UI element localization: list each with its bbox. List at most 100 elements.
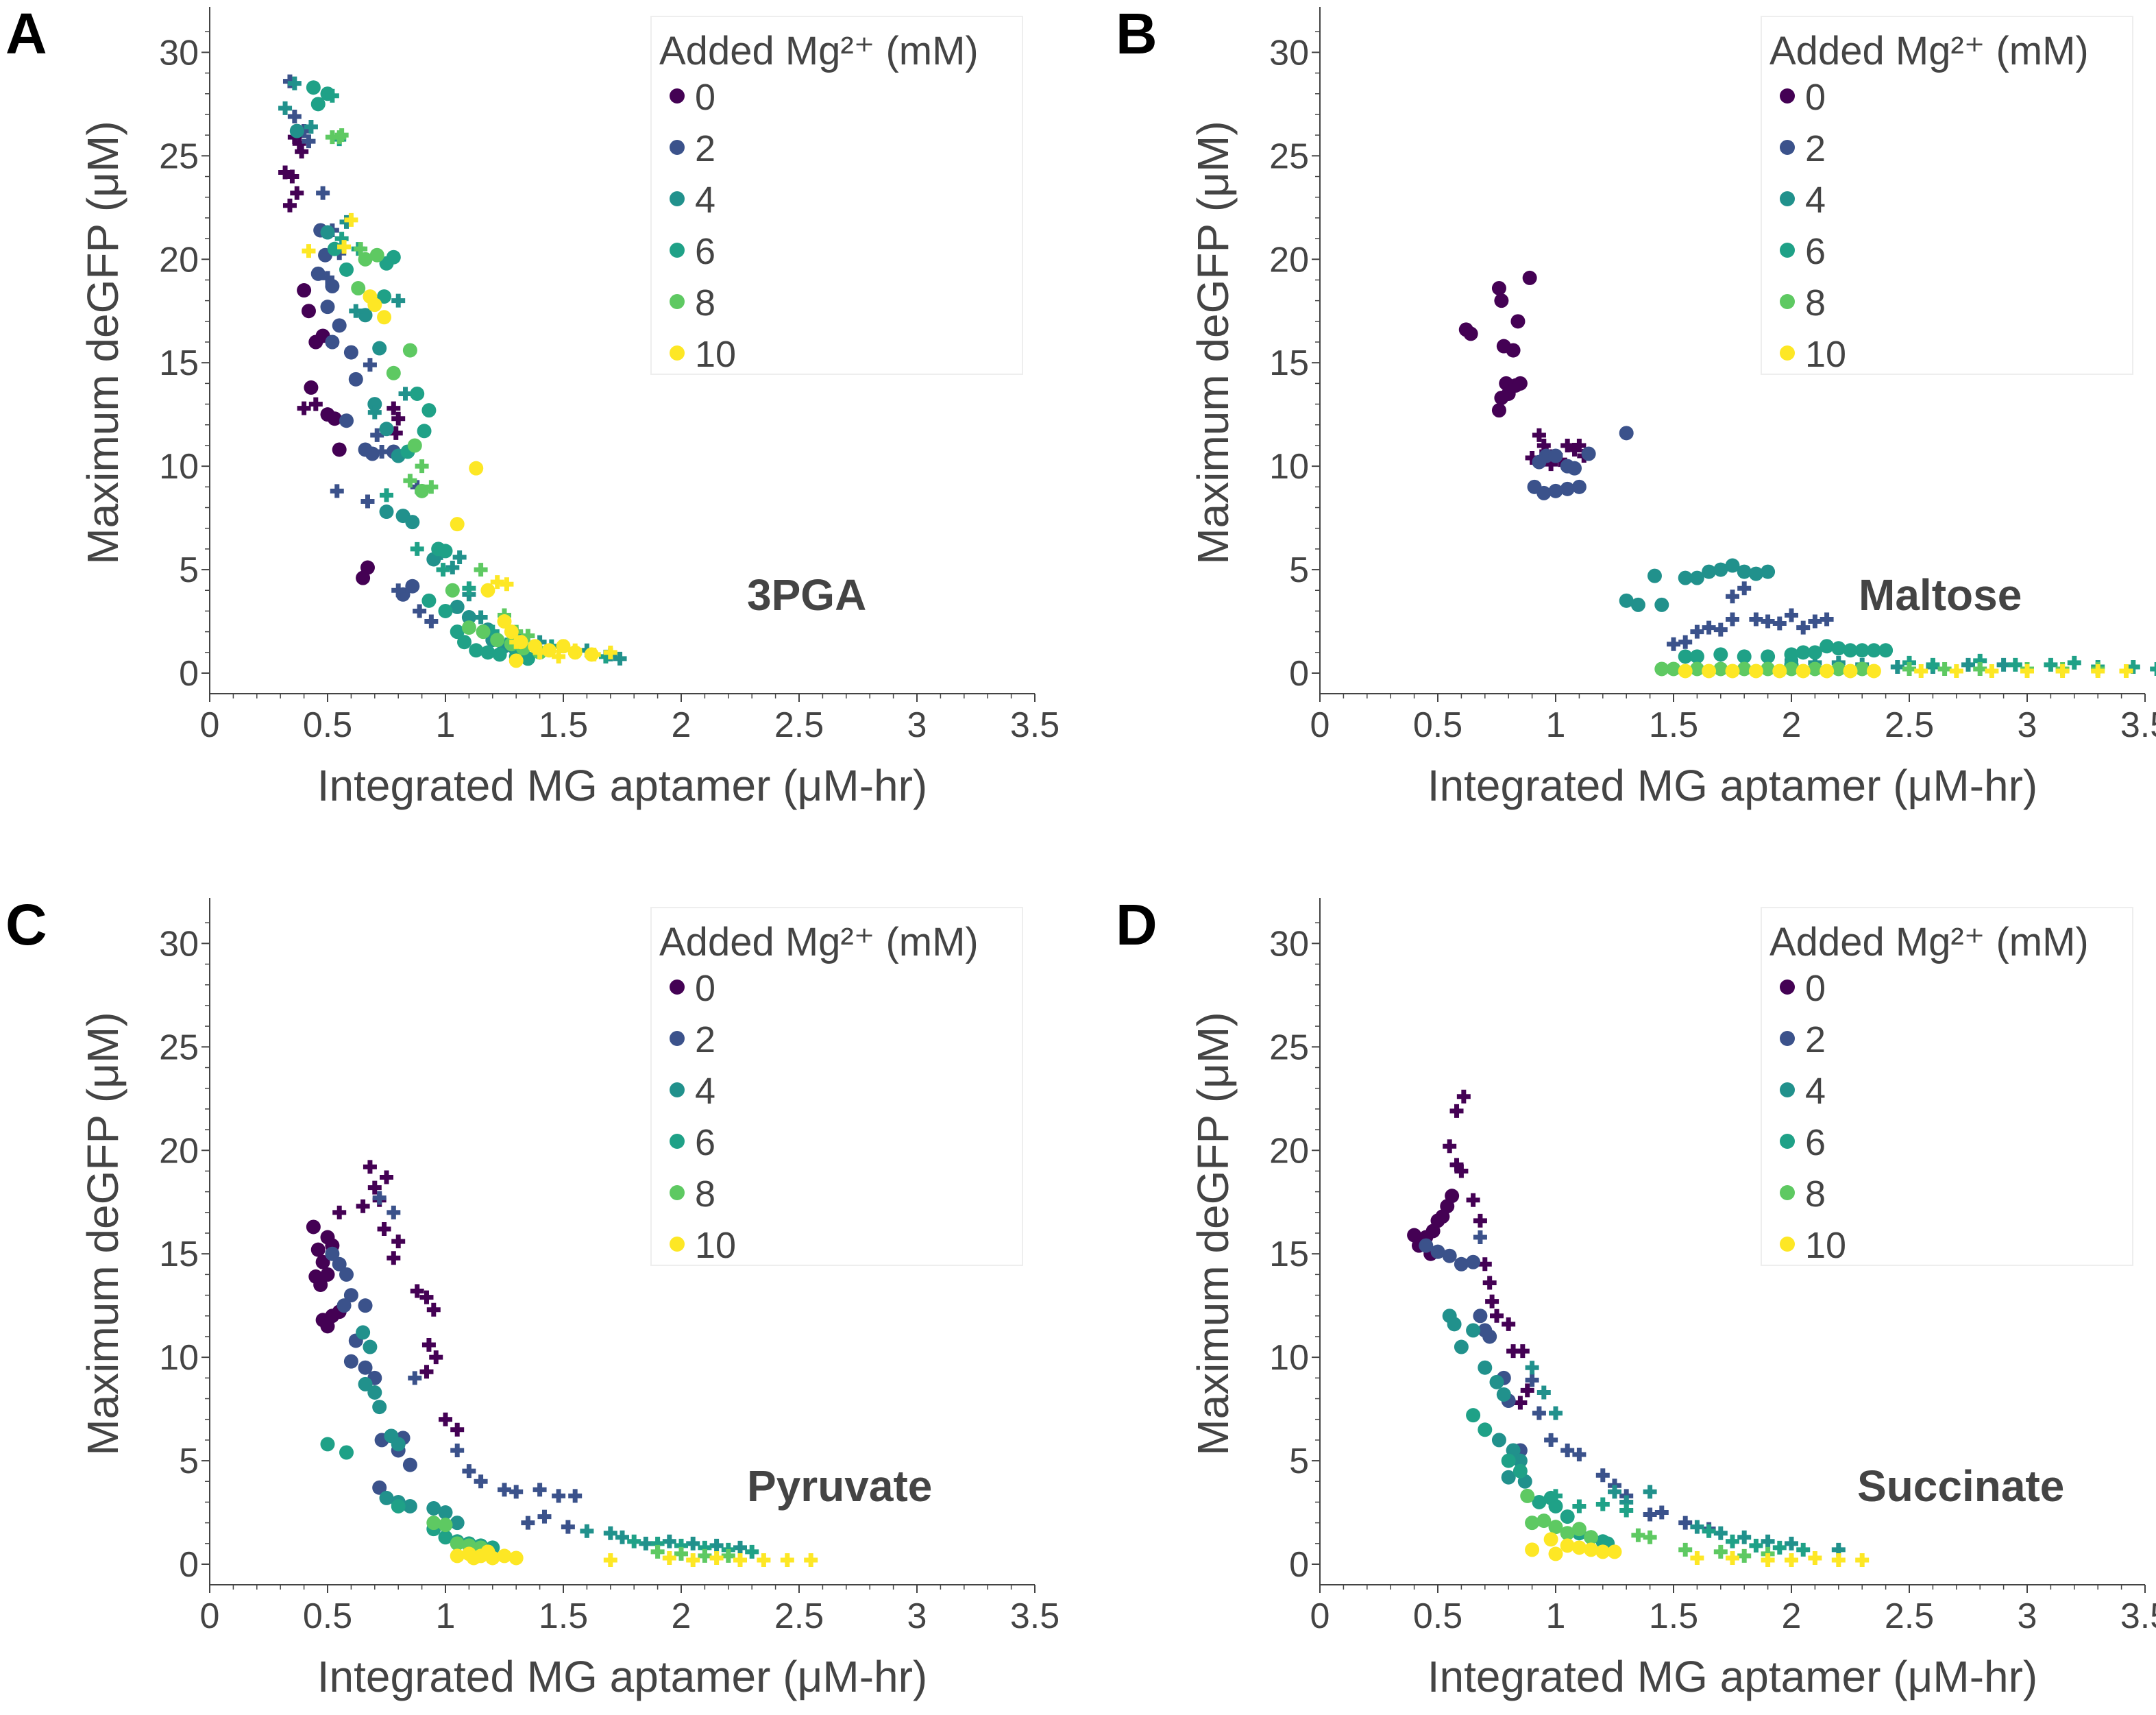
data-point-plus: [1726, 1550, 1739, 1565]
y-tick-label: 15: [159, 343, 199, 383]
data-point-dot: [1678, 664, 1693, 679]
data-point-plus: [292, 136, 306, 151]
data-point-plus: [424, 614, 439, 629]
data-point-dot: [386, 250, 401, 265]
data-point-dot: [1430, 1244, 1445, 1259]
data-point-plus: [537, 1509, 552, 1524]
data-point-plus: [377, 1221, 391, 1236]
legend-marker: [670, 1134, 685, 1149]
data-point-dot: [372, 1480, 387, 1495]
data-point-plus: [363, 358, 377, 372]
legend-title: Added Mg²⁺ (mM): [1769, 29, 2089, 73]
data-point-dot: [1713, 647, 1728, 662]
data-point-plus: [568, 643, 583, 657]
legend-title: Added Mg²⁺ (mM): [659, 920, 979, 964]
data-point-plus: [1544, 1433, 1558, 1447]
data-point-dot: [1525, 1516, 1540, 1531]
data-point-dot: [1702, 564, 1717, 579]
data-point-plus: [1772, 616, 1787, 631]
data-point-dot: [339, 1267, 354, 1282]
y-tick-label: 20: [1269, 1131, 1309, 1171]
data-point-dot: [1482, 1329, 1497, 1344]
legend-marker: [1780, 1237, 1795, 1252]
carbon-source-label: Pyruvate: [747, 1461, 932, 1511]
data-point-plus: [1572, 1448, 1587, 1462]
data-point-dot: [450, 624, 465, 640]
y-tick-label: 5: [179, 550, 199, 590]
data-point-dot: [1737, 661, 1752, 677]
legend-label: 4: [1805, 1071, 1826, 1112]
data-point-dot: [450, 517, 465, 532]
legend-marker: [1780, 345, 1795, 361]
data-point-plus: [297, 401, 311, 415]
data-point-dot: [1478, 1422, 1493, 1437]
x-tick-label: 3: [2018, 1596, 2037, 1636]
legend-label: 10: [1805, 1225, 1846, 1266]
legend-label: 0: [1805, 77, 1826, 118]
x-tick-label: 1.5: [539, 705, 588, 745]
data-point-dot: [1713, 562, 1728, 577]
legend-marker: [670, 1185, 685, 1200]
data-point-plus: [2091, 664, 2105, 678]
y-axis-title: Maximum deGFP (μM): [78, 121, 127, 564]
data-point-plus: [1678, 635, 1693, 649]
data-point-dot: [405, 515, 420, 530]
x-tick-label: 2: [1782, 705, 1802, 745]
data-point-dot: [1702, 664, 1717, 679]
data-point-dot: [480, 583, 495, 598]
x-tick-label: 3.5: [2120, 705, 2156, 745]
data-point-plus: [285, 169, 299, 184]
y-tick-label: 25: [1269, 1027, 1309, 1067]
data-point-plus: [334, 232, 349, 246]
data-point-dot: [1419, 1238, 1434, 1253]
data-point-dot: [450, 1516, 465, 1531]
data-point-plus: [1572, 1499, 1587, 1513]
y-tick-label: 15: [159, 1234, 199, 1274]
data-point-plus: [287, 109, 302, 123]
data-point-plus: [1713, 622, 1728, 637]
data-point-plus: [1713, 1526, 1728, 1540]
data-point-dot: [358, 1298, 373, 1313]
data-point-dot: [332, 1256, 347, 1272]
data-point-plus: [1726, 589, 1739, 604]
legend-marker: [1780, 294, 1795, 309]
legend-label: 8: [695, 282, 715, 324]
legend-label: 0: [695, 968, 715, 1009]
x-tick-label: 0: [200, 1596, 220, 1636]
data-point-plus: [1996, 657, 2011, 672]
data-point-dot: [1831, 641, 1846, 656]
data-point-dot: [1619, 426, 1634, 441]
x-tick-label: 2.5: [1885, 1596, 1934, 1636]
data-point-dot: [1689, 570, 1704, 585]
data-point-plus: [650, 1536, 665, 1550]
data-point-dot: [497, 614, 512, 629]
data-point-dot: [386, 365, 401, 380]
data-point-dot: [1725, 664, 1740, 679]
data-point-plus: [403, 474, 417, 488]
data-point-plus: [1772, 1540, 1787, 1555]
x-tick-label: 3: [907, 1596, 927, 1636]
data-point-dot: [426, 1500, 441, 1516]
data-point-plus: [334, 128, 349, 143]
data-point-plus: [2055, 664, 2070, 678]
carbon-source-label: 3PGA: [747, 570, 866, 620]
data-point-plus: [1678, 1516, 1693, 1530]
data-point-dot: [1466, 1408, 1481, 1423]
data-point-plus: [1831, 1542, 1846, 1557]
x-tick-label: 2.5: [774, 1596, 824, 1636]
data-point-plus: [1532, 428, 1546, 442]
data-point-plus: [1536, 1385, 1551, 1400]
data-point-plus: [380, 1170, 393, 1184]
data-point-dot: [1866, 643, 1881, 658]
legend-label: 6: [695, 231, 715, 272]
data-point-dot: [343, 345, 358, 360]
legend-marker: [670, 1082, 685, 1097]
data-point-plus: [2008, 657, 2022, 672]
legend-marker: [670, 140, 685, 155]
panel-d: D00.511.522.533.5051015202530Integrated …: [1116, 892, 2156, 1701]
y-axis-title: Maximum deGFP (μM): [78, 1012, 127, 1455]
data-point-dot: [466, 1550, 481, 1566]
y-tick-label: 20: [159, 1131, 199, 1171]
data-point-dot: [367, 397, 382, 412]
data-point-plus: [426, 1302, 441, 1317]
